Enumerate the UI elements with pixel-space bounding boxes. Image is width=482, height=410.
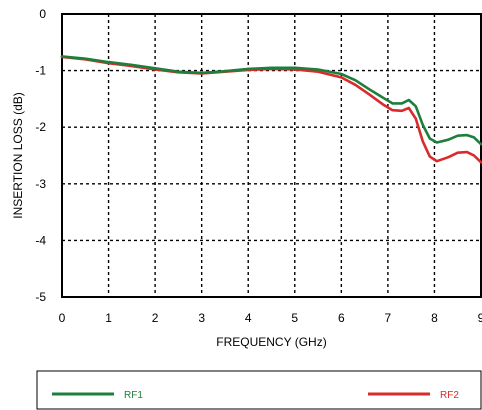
legend-box bbox=[36, 370, 482, 410]
x-axis-label: FREQUENCY (GHz) bbox=[216, 335, 326, 349]
x-tick-label: 9 bbox=[478, 311, 482, 325]
legend: RF1 RF2 bbox=[52, 390, 459, 401]
x-tick-label: 5 bbox=[291, 311, 298, 325]
y-tick-label: 0 bbox=[39, 7, 46, 21]
legend-label-rf1: RF1 bbox=[124, 390, 143, 401]
x-tick-label: 1 bbox=[105, 311, 112, 325]
y-tick-label: -3 bbox=[35, 177, 46, 191]
y-tick-label: -2 bbox=[35, 120, 46, 134]
x-tick-labels: 0 1 2 3 4 5 6 7 8 9 bbox=[59, 311, 482, 325]
series-line-rf1 bbox=[60, 55, 482, 146]
x-tick-label: 2 bbox=[152, 311, 159, 325]
x-tick-label: 0 bbox=[59, 311, 66, 325]
y-tick-label: -1 bbox=[35, 64, 46, 78]
y-axis-label: INSERTION LOSS (dB) bbox=[11, 92, 25, 218]
legend-label-rf2: RF2 bbox=[440, 390, 459, 401]
x-tick-label: 7 bbox=[385, 311, 392, 325]
x-tick-label: 8 bbox=[431, 311, 438, 325]
plot-frame bbox=[61, 13, 482, 298]
x-tick-label: 6 bbox=[338, 311, 345, 325]
y-tick-label: -5 bbox=[35, 290, 46, 304]
y-tick-labels: 0 -1 -2 -3 -4 -5 bbox=[35, 7, 46, 304]
x-tick-label: 4 bbox=[245, 311, 252, 325]
y-tick-label: -4 bbox=[35, 233, 46, 247]
x-tick-label: 3 bbox=[198, 311, 205, 325]
series-lines bbox=[60, 55, 482, 164]
grid-lines bbox=[62, 14, 481, 297]
